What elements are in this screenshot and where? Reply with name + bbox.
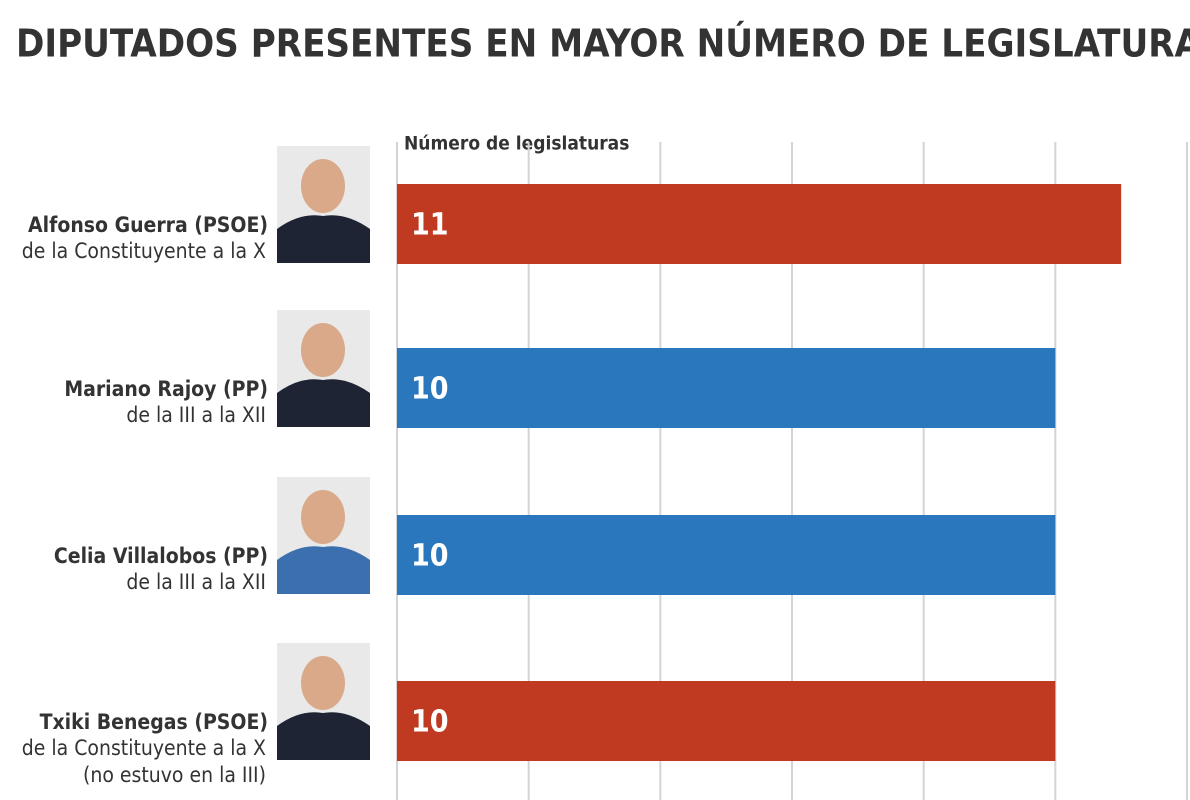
bar bbox=[397, 348, 1056, 428]
photo bbox=[277, 310, 370, 427]
bar bbox=[397, 184, 1122, 264]
category-name: Mariano Rajoy (PP) bbox=[64, 377, 268, 401]
bar bbox=[397, 681, 1056, 761]
photo-body bbox=[277, 712, 370, 760]
bar bbox=[397, 515, 1056, 595]
photo bbox=[277, 146, 370, 263]
photo-body bbox=[277, 546, 370, 594]
category-name: Txiki Benegas (PSOE) bbox=[40, 710, 268, 734]
category-detail: (no estuvo en la III) bbox=[83, 763, 266, 787]
photo-head bbox=[301, 490, 345, 544]
value-label: 10 bbox=[411, 705, 449, 740]
axis-label: Número de legislaturas bbox=[404, 133, 629, 155]
value-label: 11 bbox=[411, 208, 449, 243]
category-detail: de la III a la XII bbox=[126, 403, 266, 427]
photo-head bbox=[301, 323, 345, 377]
photo-head bbox=[301, 656, 345, 710]
value-label: 10 bbox=[411, 539, 449, 574]
photo-body bbox=[277, 215, 370, 263]
category-name: Celia Villalobos (PP) bbox=[54, 544, 268, 568]
category-detail: de la III a la XII bbox=[126, 570, 266, 594]
photo-body bbox=[277, 379, 370, 427]
category-detail: de la Constituyente a la X bbox=[22, 239, 266, 263]
value-label: 10 bbox=[411, 372, 449, 407]
chart-title: DIPUTADOS PRESENTES EN MAYOR NÚMERO DE L… bbox=[16, 22, 1190, 66]
category-detail: de la Constituyente a la X bbox=[22, 736, 266, 760]
photo-head bbox=[301, 159, 345, 213]
category-name: Alfonso Guerra (PSOE) bbox=[28, 213, 268, 237]
photo bbox=[277, 643, 370, 760]
photo bbox=[277, 477, 370, 594]
